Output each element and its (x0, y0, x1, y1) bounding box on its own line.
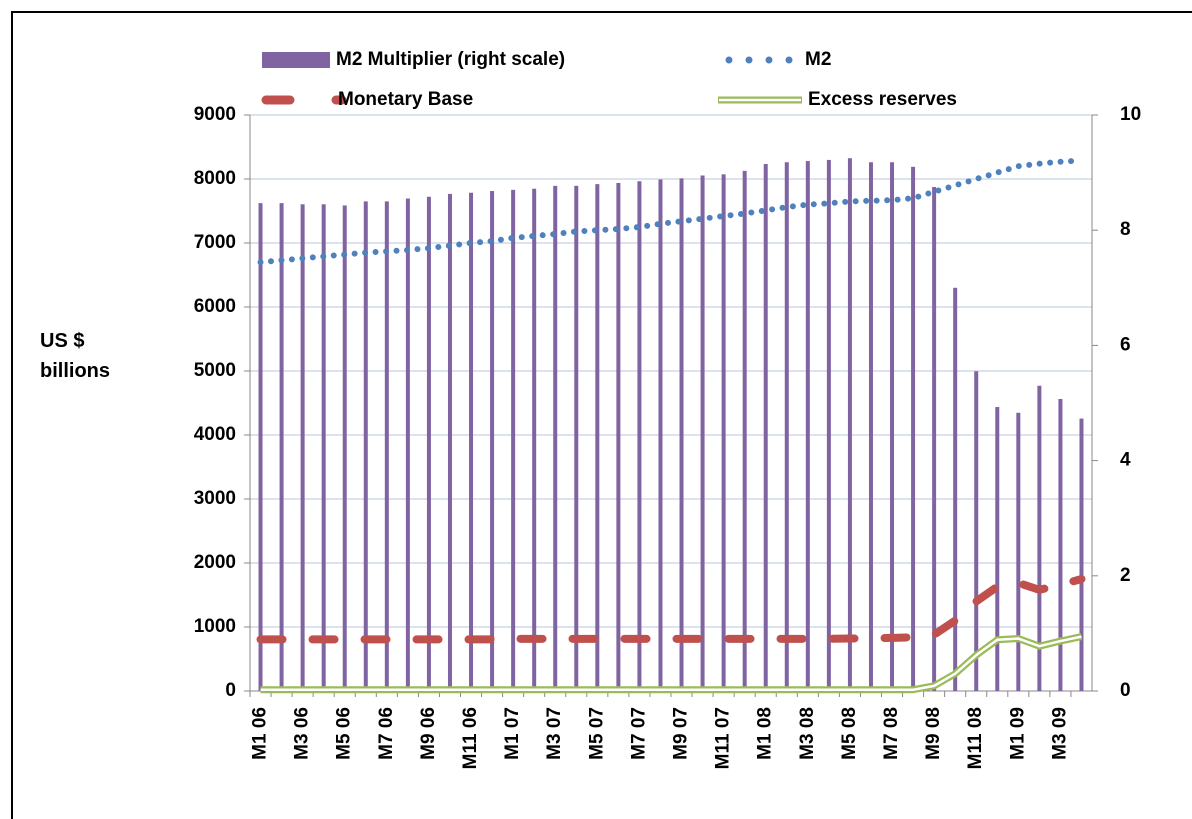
x-tick-label: M1 09 (1007, 707, 1028, 760)
bar (258, 203, 263, 692)
y2-tick-label: 10 (1120, 104, 1141, 125)
x-tick-label: M5 08 (839, 707, 860, 760)
x-tick-label: M5 07 (586, 707, 607, 760)
x-tick-label: M11 06 (460, 707, 481, 769)
bar (321, 204, 326, 691)
bar (511, 189, 516, 691)
y-tick-label: 7000 (194, 232, 236, 253)
bar (469, 192, 474, 691)
bar (363, 201, 368, 691)
bar (553, 185, 558, 691)
bar (384, 201, 389, 691)
y-tick-label: 4000 (194, 424, 236, 445)
line-m2 (257, 157, 1085, 266)
bar (447, 193, 452, 692)
x-tick-label: M7 08 (881, 707, 902, 760)
bar (868, 162, 873, 691)
line-monetary-base (256, 575, 1086, 644)
legend-label: M2 Multiplier (right scale) (336, 49, 565, 70)
y2-tick-label: 8 (1120, 219, 1131, 240)
y-tick-label: 3000 (194, 488, 236, 509)
y-axis-label: US $ billions (40, 330, 110, 382)
bar (679, 178, 684, 692)
bar (658, 179, 663, 691)
line-excess-reserves-inner (260, 635, 1082, 691)
bar (995, 407, 1000, 691)
bar (974, 371, 979, 691)
bar (890, 162, 895, 691)
bar (300, 204, 305, 691)
bar (805, 161, 810, 691)
x-tick-label: M9 07 (671, 707, 692, 760)
x-tick-label: M7 07 (628, 707, 649, 760)
legend-label: Excess reserves (808, 89, 957, 110)
bar (721, 174, 726, 691)
bar (532, 188, 537, 691)
x-tick-label: M3 06 (292, 707, 313, 760)
bar (763, 163, 768, 691)
bar (1016, 412, 1021, 691)
bar (847, 158, 852, 691)
x-tick-label: M7 06 (376, 707, 397, 760)
x-tick-label: M5 06 (334, 707, 355, 760)
x-tick-label: M9 08 (923, 707, 944, 760)
bar (595, 184, 600, 691)
y-tick-label: 9000 (194, 104, 236, 125)
y-tick-label: 8000 (194, 168, 236, 189)
bar (932, 187, 937, 691)
bar (574, 185, 579, 691)
bar (279, 203, 284, 692)
bar (426, 196, 431, 692)
y2-tick-label: 0 (1120, 680, 1131, 701)
legend-swatch (262, 52, 330, 68)
y-tick-label: 6000 (194, 296, 236, 317)
bar (342, 205, 347, 691)
bar (911, 166, 916, 692)
y2-tick-label: 2 (1120, 565, 1131, 586)
x-tick-label: M3 09 (1049, 707, 1070, 760)
legend-label: Monetary Base (338, 89, 473, 110)
x-tick-label: M11 08 (965, 707, 986, 769)
bar (953, 287, 958, 691)
bar (700, 175, 705, 692)
x-tick-label: M3 08 (797, 707, 818, 760)
bar (826, 159, 831, 692)
x-tick-label: M9 06 (418, 707, 439, 760)
frame (11, 11, 1192, 819)
bar (784, 162, 789, 691)
x-tick-label: M1 08 (755, 707, 776, 760)
y2-tick-label: 6 (1120, 334, 1131, 355)
bar (1058, 398, 1063, 691)
bar (742, 170, 747, 691)
bar (637, 181, 642, 692)
bar (1079, 418, 1084, 691)
x-tick-label: M3 07 (544, 707, 565, 760)
x-tick-label: M1 06 (250, 707, 271, 760)
x-tick-label: M11 07 (713, 707, 734, 769)
y-tick-label: 5000 (194, 360, 236, 381)
y-tick-label: 2000 (194, 552, 236, 573)
legend-label: M2 (805, 49, 831, 70)
y-tick-label: 0 (225, 680, 236, 701)
x-tick-label: M1 07 (502, 707, 523, 760)
bar (405, 198, 410, 691)
bar (490, 191, 495, 692)
bar (1037, 385, 1042, 691)
bar (616, 182, 621, 691)
y-tick-label: 1000 (194, 616, 236, 637)
y2-tick-label: 4 (1120, 450, 1131, 471)
